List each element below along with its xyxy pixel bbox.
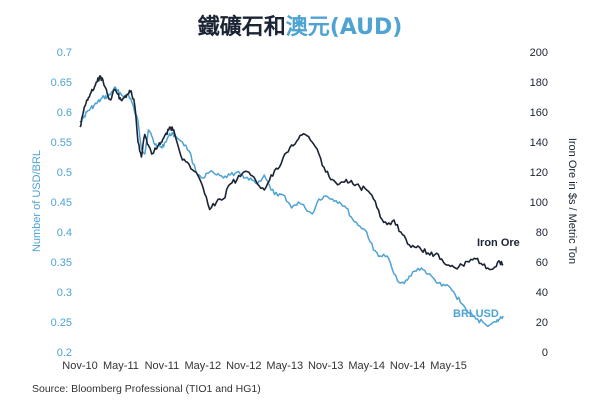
right-tick-label: 200 bbox=[530, 47, 548, 59]
right-axis-label: Iron Ore in $s / Metric Ton bbox=[566, 138, 578, 264]
left-tick-label: 0.25 bbox=[51, 317, 72, 329]
series-label-iron-ore: Iron Ore bbox=[477, 237, 520, 249]
source-note: Source: Bloomberg Professional (TIO1 and… bbox=[32, 383, 261, 395]
x-tick-label: Nov-14 bbox=[390, 360, 425, 372]
series-layer bbox=[79, 75, 504, 328]
series-line-iron-ore bbox=[79, 75, 504, 271]
title-part-aud: 澳元(AUD) bbox=[286, 14, 403, 40]
x-tick-label: Nov-12 bbox=[226, 360, 261, 372]
left-tick-label: 0.55 bbox=[51, 137, 72, 149]
x-tick-label: May-12 bbox=[185, 360, 222, 372]
left-tick-label: 0.7 bbox=[57, 47, 72, 59]
series-line-brlusd bbox=[79, 86, 504, 328]
right-tick-label: 60 bbox=[536, 257, 548, 269]
x-tick-label: May-11 bbox=[103, 360, 139, 372]
left-tick-label: 0.3 bbox=[57, 287, 72, 299]
right-axis-ticks: 0 20 40 60 80 100 120 140 160 180 200 bbox=[530, 47, 548, 359]
x-tick-label: May-13 bbox=[266, 360, 303, 372]
right-tick-label: 180 bbox=[530, 77, 548, 89]
title-part-iron-ore: 鐵礦石和 bbox=[198, 14, 286, 40]
right-tick-label: 120 bbox=[530, 167, 548, 179]
left-axis-ticks: 0.2 0.25 0.3 0.35 0.4 0.45 0.5 0.55 0.6 0.65 0.7 bbox=[51, 47, 72, 359]
series-label-brlusd: BRLUSD bbox=[453, 308, 499, 320]
left-tick-label: 0.45 bbox=[51, 197, 72, 209]
x-tick-label: May-14 bbox=[348, 360, 385, 372]
left-tick-label: 0.65 bbox=[51, 77, 72, 89]
right-tick-label: 20 bbox=[536, 317, 548, 329]
x-tick-label: May-15 bbox=[430, 360, 467, 372]
right-tick-label: 100 bbox=[530, 197, 548, 209]
x-axis-ticks: Nov-10 May-11 Nov-11 May-12 Nov-12 May-13 Nov-… bbox=[62, 360, 467, 372]
right-tick-label: 160 bbox=[530, 107, 548, 119]
right-tick-label: 0 bbox=[542, 347, 548, 359]
right-tick-label: 140 bbox=[530, 137, 548, 149]
left-tick-label: 0.4 bbox=[57, 227, 72, 239]
chart-title: 鐵礦石和澳元(AUD) bbox=[198, 14, 403, 40]
left-axis-label: Number of USD/BRL bbox=[31, 150, 43, 252]
x-tick-label: Nov-13 bbox=[308, 360, 343, 372]
left-tick-label: 0.6 bbox=[57, 107, 72, 119]
left-tick-label: 0.35 bbox=[51, 257, 72, 269]
right-tick-label: 80 bbox=[536, 227, 548, 239]
right-tick-label: 40 bbox=[536, 287, 548, 299]
left-tick-label: 0.5 bbox=[57, 167, 72, 179]
x-tick-label: Nov-10 bbox=[62, 360, 97, 372]
x-tick-label: Nov-11 bbox=[145, 360, 180, 372]
left-tick-label: 0.2 bbox=[57, 347, 72, 359]
